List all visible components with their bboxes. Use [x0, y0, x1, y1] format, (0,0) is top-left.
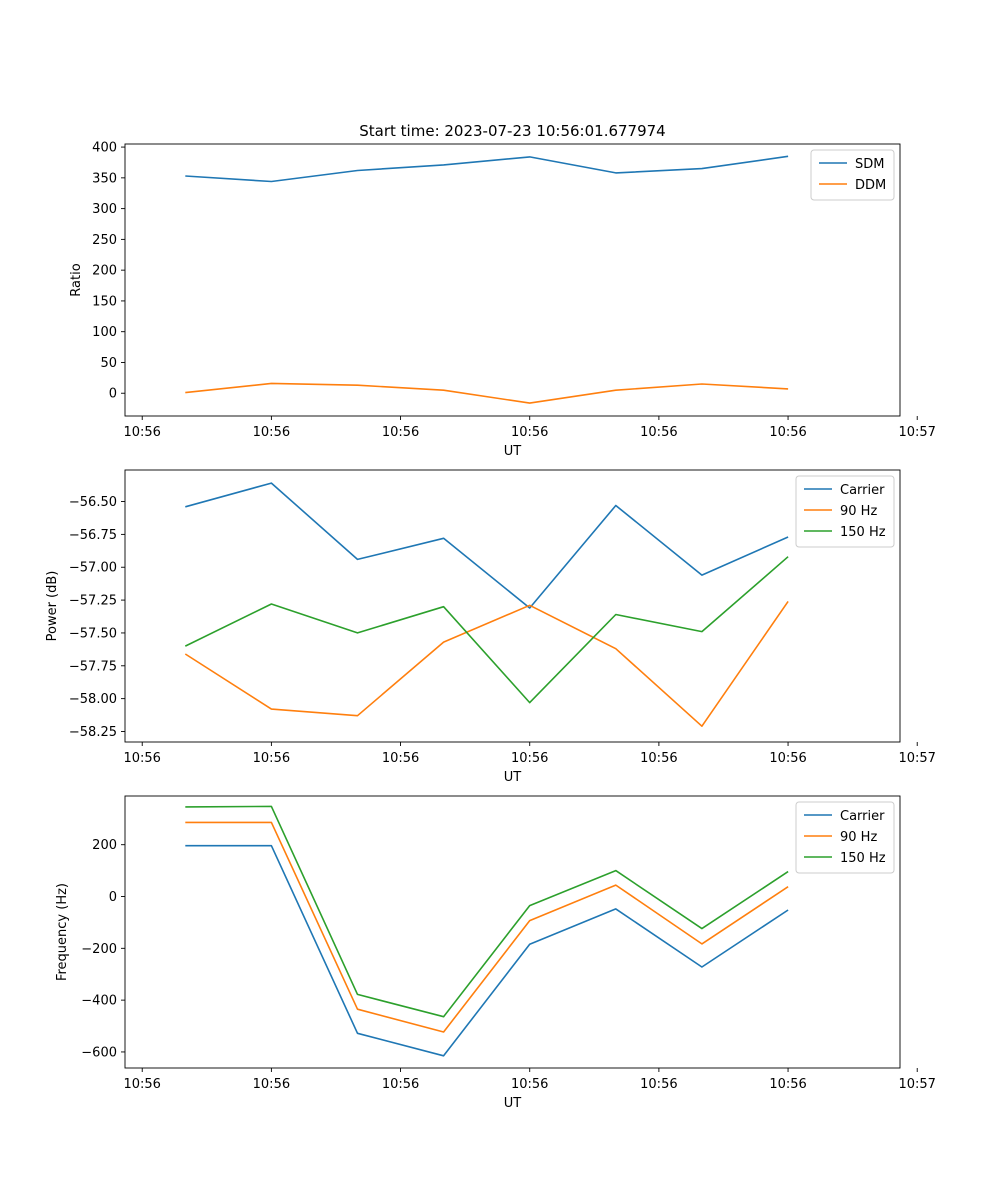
axes-frame: [124, 143, 901, 417]
legend-label: DDM: [855, 178, 886, 193]
chart-panel-1: 10:56 10:56 10:56 10:56 10:56 10:56 10:57 0 50 10…: [69, 141, 936, 459]
x-axis-label: UT: [504, 1096, 522, 1111]
legend: Carrier 90 Hz 150 Hz: [795, 801, 895, 874]
legend-label: 150 Hz: [840, 525, 886, 540]
x-tick-label: 10:56: [253, 751, 290, 766]
legend: Carrier 90 Hz 150 Hz: [795, 475, 895, 548]
legend-box: [795, 801, 895, 874]
x-tick-label: 10:56: [253, 425, 290, 440]
x-tick-label: 10:56: [640, 1077, 677, 1092]
y-tick-label: 200: [92, 264, 117, 279]
y-axis-label: Ratio: [69, 263, 84, 296]
legend-label: Carrier: [840, 809, 885, 824]
x-tick-label: 10:56: [769, 425, 806, 440]
x-tick-label: 10:57: [898, 425, 935, 440]
x-tick-label: 10:56: [382, 1077, 419, 1092]
x-tick-label: 10:56: [511, 1077, 548, 1092]
legend-box: [795, 475, 895, 548]
y-tick-label: 350: [92, 171, 117, 186]
y-tick-label: 100: [92, 325, 117, 340]
y-tick-label: 0: [109, 387, 117, 402]
y-tick-label: −400: [81, 994, 117, 1009]
legend-label: 90 Hz: [840, 504, 877, 519]
x-tick-label: 10:56: [253, 1077, 290, 1092]
axes-frame: [124, 795, 901, 1069]
x-tick-label: 10:56: [123, 425, 160, 440]
y-axis-label: Power (dB): [45, 571, 60, 642]
series-line-150-hz: [185, 805, 789, 1018]
x-tick-label: 10:56: [769, 751, 806, 766]
y-tick-label: −200: [81, 942, 117, 957]
x-tick-label: 10:56: [382, 425, 419, 440]
y-tick-label: −56.50: [69, 495, 117, 510]
series-line-sdm: [185, 155, 789, 183]
x-tick-label: 10:56: [382, 751, 419, 766]
figure-title: Start time: 2023-07-23 10:56:01.677974: [359, 122, 665, 140]
y-tick-label: 250: [92, 233, 117, 248]
x-axis-label: UT: [504, 444, 522, 459]
x-tick-label: 10:56: [123, 751, 160, 766]
y-tick-label: −58.25: [69, 725, 117, 740]
y-tick-label: −57.25: [69, 594, 117, 609]
legend-label: Carrier: [840, 483, 885, 498]
legend-label: 150 Hz: [840, 851, 886, 866]
y-tick-label: −58.00: [69, 692, 117, 707]
y-axis-label: Frequency (Hz): [55, 883, 70, 981]
x-tick-label: 10:56: [123, 1077, 160, 1092]
x-axis-label: UT: [504, 770, 522, 785]
x-tick-label: 10:57: [898, 1077, 935, 1092]
y-tick-label: 150: [92, 294, 117, 309]
series-line-carrier: [185, 482, 789, 609]
y-tick-label: −57.00: [69, 561, 117, 576]
chart-panel-2: 10:56 10:56 10:56 10:56 10:56 10:56 10:57 −58.2…: [45, 469, 936, 785]
y-tick-label: 200: [92, 838, 117, 853]
y-tick-label: −56.75: [69, 528, 117, 543]
y-tick-label: 50: [100, 356, 117, 371]
x-tick-label: 10:56: [769, 1077, 806, 1092]
y-tick-label: 0: [109, 890, 117, 905]
series-line-carrier: [185, 844, 789, 1057]
y-tick-label: −57.50: [69, 626, 117, 641]
series-line-150-hz: [184, 556, 789, 704]
legend-label: SDM: [855, 157, 884, 172]
x-tick-label: 10:56: [640, 425, 677, 440]
legend-label: 90 Hz: [840, 830, 877, 845]
y-tick-label: −600: [81, 1045, 117, 1060]
series-line-90-hz: [184, 600, 789, 728]
series-line-ddm: [185, 382, 789, 404]
y-tick-label: 300: [92, 202, 117, 217]
x-tick-label: 10:56: [511, 425, 548, 440]
x-tick-label: 10:57: [898, 751, 935, 766]
x-tick-label: 10:56: [511, 751, 548, 766]
chart-panel-3: 10:56 10:56 10:56 10:56 10:56 10:56 10:57 −600 −…: [55, 795, 936, 1111]
x-tick-label: 10:56: [640, 751, 677, 766]
y-tick-label: −57.75: [69, 659, 117, 674]
series-line-90-hz: [185, 821, 789, 1033]
legend: SDM DDM: [810, 149, 895, 201]
axes-frame: [124, 469, 901, 743]
y-tick-label: 400: [92, 141, 117, 156]
